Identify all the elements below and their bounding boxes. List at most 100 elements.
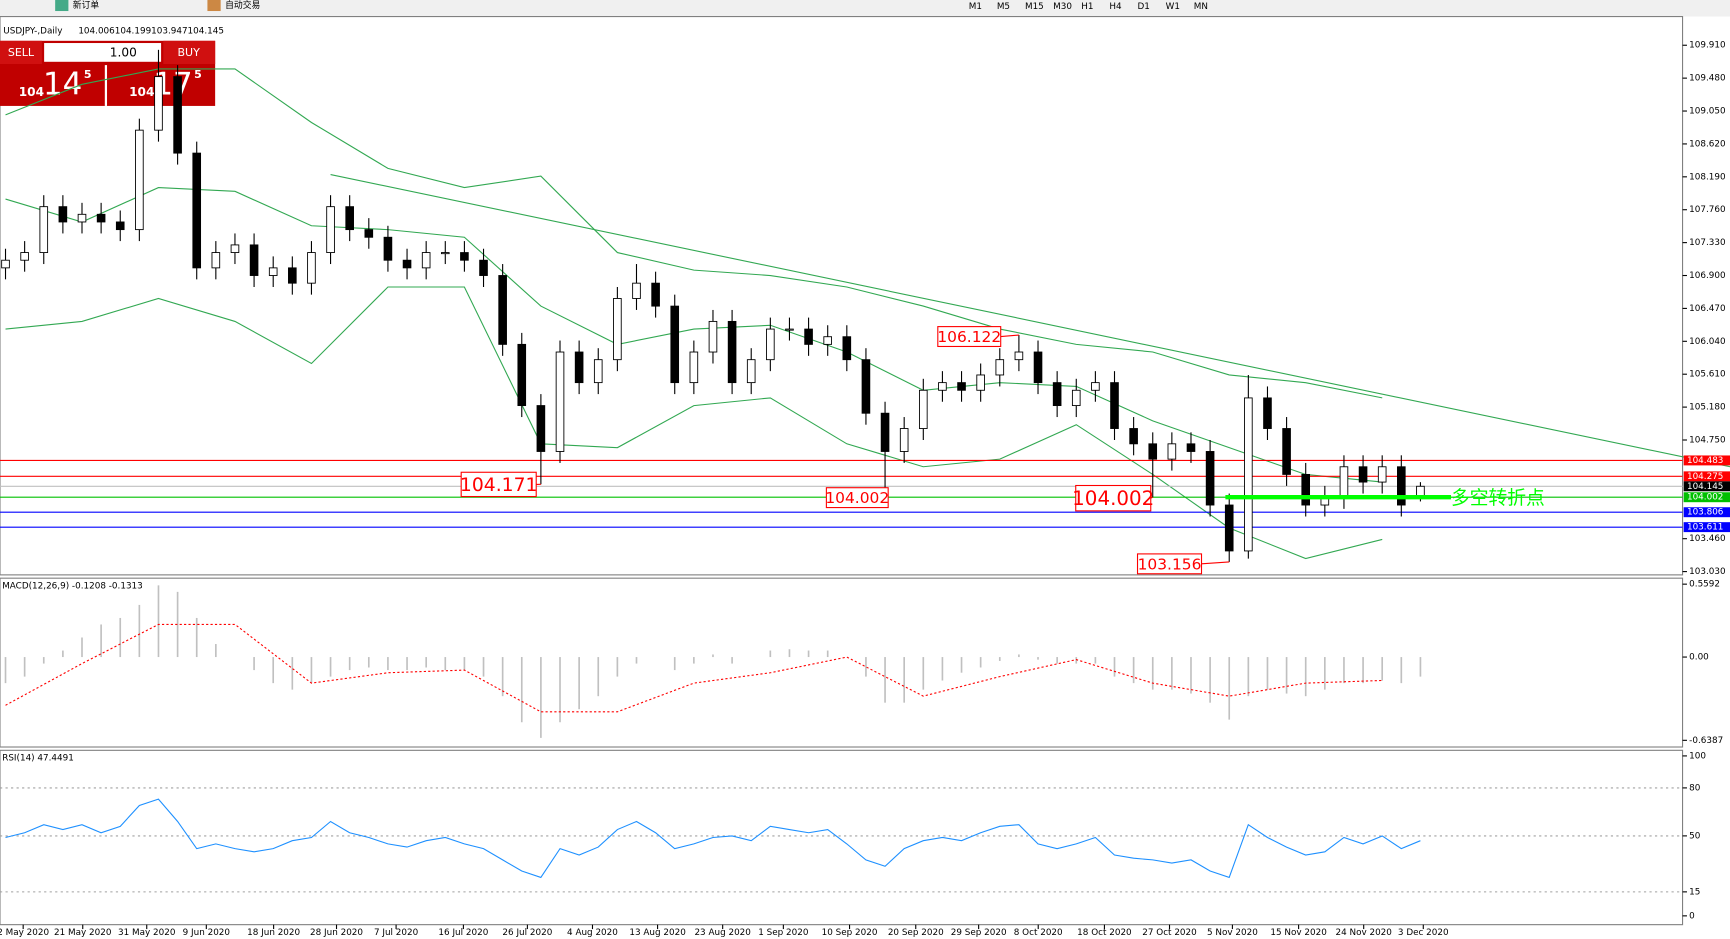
candle-body [1,259,10,269]
price-level-tag [1683,522,1730,533]
candle-body [861,359,871,414]
toolbar-button[interactable]: 新订单 [73,0,100,11]
candle-body [823,336,832,345]
candle-body [460,252,469,261]
candle-body [574,351,584,384]
buy-price-sup: 5 [194,68,202,81]
timeframe-button[interactable]: D1 [1138,2,1150,12]
candle-body [58,206,68,223]
divider [104,65,108,106]
price-level-label: 104.275 [1687,472,1723,482]
candle-body [479,259,488,276]
pivot-label: 多空转折点 [1451,487,1545,509]
candle-body [135,129,144,231]
candle-body [96,213,106,223]
callout-box [1136,553,1203,575]
price-level-label: 103.611 [1687,523,1723,533]
icon [55,0,69,12]
header-value: 104.006 [78,26,115,36]
callout-label: 104.002 [1072,487,1154,510]
y-tick-label: 103.460 [1689,534,1726,544]
timeframe-button[interactable]: H4 [1109,2,1122,12]
callout-label: 104.171 [460,475,538,496]
x-tick-label: 23 Aug 2020 [694,928,751,938]
candle-body [1301,473,1311,506]
candle-body [1358,466,1368,483]
macd-panel [0,577,1684,748]
price-level-label: 104.483 [1687,456,1723,466]
candle-body [785,328,794,331]
callout-label: 106.122 [937,328,1001,346]
y-tick-label: 109.910 [1689,41,1726,51]
x-tick-label: 1 Sep 2020 [758,928,809,938]
rsi-line [5,798,1421,879]
sell-price-big: 104 [19,85,44,99]
candle-body [1244,397,1253,552]
x-tick-label: 4 Aug 2020 [567,928,618,938]
candle-body [1186,443,1196,452]
timeframe-button[interactable]: M5 [997,2,1010,12]
y-tick-label: 108.620 [1689,139,1726,149]
buy-label[interactable]: BUY [177,46,200,59]
y-tick-label: 109.480 [1689,74,1726,84]
y-tick-label: 100 [1689,751,1706,761]
candle-body [1091,382,1100,391]
lot[interactable]: 1.00 [110,45,137,59]
candle-body [421,252,431,269]
callout-box [460,471,537,498]
candle-body [1205,451,1215,506]
candle-body [268,267,278,276]
y-tick-label: 0.00 [1689,653,1709,663]
candle-body [1263,397,1272,429]
candle-body [1148,443,1158,460]
header-value: 104.199 [115,26,151,36]
x-tick-label: 3 Dec 2020 [1398,928,1449,938]
timeframe-button[interactable]: H1 [1081,2,1093,12]
toolbar-button[interactable]: 自动交易 [225,0,260,11]
candle-body [899,428,909,452]
x-tick-label: 2 May 2020 [0,928,49,938]
candle-body [173,76,182,154]
candle-body [326,206,335,254]
timeframe-button[interactable]: M1 [969,2,982,12]
x-tick-label: 7 Jul 2020 [374,928,419,938]
price-level-tag [1683,471,1730,482]
rsi-panel [0,749,1684,926]
candle-body [402,259,412,269]
candle-body [20,252,29,261]
y-tick-label: 15 [1689,887,1700,897]
y-tick-label: 103.030 [1689,567,1726,577]
panel-title: MACD(12,26,9) -0.1208 -0.1313 [2,581,143,591]
buy-price-big: 104 [129,85,154,99]
candle-body [230,244,240,254]
y-tick-label: 105.180 [1689,403,1726,413]
candle-body [383,236,393,261]
timeframe-button[interactable]: MN [1194,2,1208,12]
x-tick-label: 28 Jun 2020 [310,928,363,938]
x-tick-label: 31 May 2020 [118,928,176,938]
callout-leader [1000,334,1019,338]
price-level-tag [1683,455,1730,466]
candle-body [307,252,316,284]
timeframe-button[interactable]: M15 [1025,2,1044,12]
callout-leader [1201,561,1230,565]
timeframe-button[interactable]: M30 [1053,2,1072,12]
lot-field[interactable] [44,43,162,62]
sell-label[interactable]: SELL [8,46,35,59]
y-tick-label: 0 [1689,911,1695,921]
candle-body [918,389,928,429]
candle-body [995,359,1005,376]
candle-body [39,206,49,254]
sell-button[interactable] [0,40,42,64]
candle-body [154,76,163,131]
candle-body [727,320,737,384]
y-tick-label: 106.040 [1689,337,1726,347]
x-tick-label: 10 Sep 2020 [822,928,878,938]
x-tick-label: 26 Jul 2020 [502,928,552,938]
buy-button[interactable] [163,40,216,64]
candle-body [708,320,718,353]
timeframe-button[interactable]: W1 [1166,2,1180,12]
callout-label: 103.156 [1138,555,1202,573]
y-tick-label: 109.050 [1689,107,1726,117]
x-tick-label: 16 Jul 2020 [438,928,488,938]
